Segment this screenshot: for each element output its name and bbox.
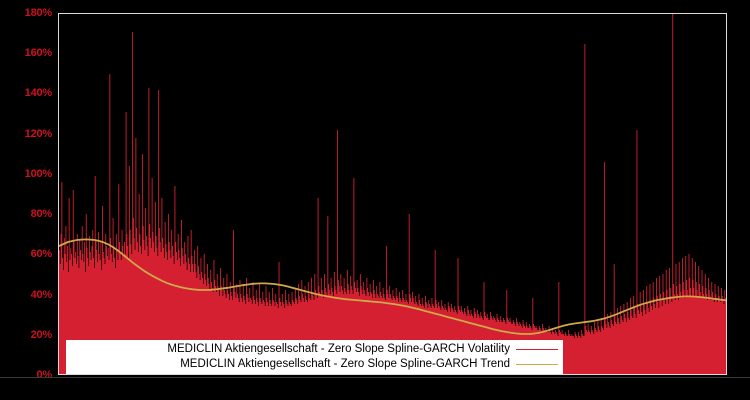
y-tick-label: 120% [24, 127, 53, 140]
y-tick-label: 100% [24, 167, 53, 180]
y-tick-label: 160% [24, 47, 53, 60]
y-tick-label: 180% [24, 7, 53, 19]
volatility-impulses [59, 14, 726, 374]
y-tick-label: 40% [30, 288, 53, 301]
legend-swatch-volatility [516, 349, 558, 350]
y-tick-label: 60% [30, 248, 53, 261]
y-tick-label: 0% [36, 369, 53, 381]
chart-canvas [59, 14, 726, 374]
series-volatility [59, 14, 726, 374]
y-axis: 0% 20% 40% 60% 80% 100% 120% 140% 160% 180% [0, 0, 58, 400]
legend-label-volatility: MEDICLIN Aktiengesellschaft - Zero Slope… [167, 343, 510, 355]
y-tick-label: 80% [30, 208, 53, 221]
legend-item-volatility: MEDICLIN Aktiengesellschaft - Zero Slope… [67, 342, 558, 357]
legend-swatch-trend [516, 364, 558, 365]
series-trend [59, 238, 726, 335]
legend-label-trend: MEDICLIN Aktiengesellschaft - Zero Slope… [180, 358, 510, 370]
plot-area [58, 13, 727, 375]
footer-divider [0, 377, 750, 378]
chart-legend: MEDICLIN Aktiengesellschaft - Zero Slope… [66, 340, 563, 374]
y-tick-label: 140% [24, 87, 53, 100]
y-tick-label: 20% [30, 328, 53, 341]
legend-item-trend: MEDICLIN Aktiengesellschaft - Zero Slope… [67, 357, 558, 372]
